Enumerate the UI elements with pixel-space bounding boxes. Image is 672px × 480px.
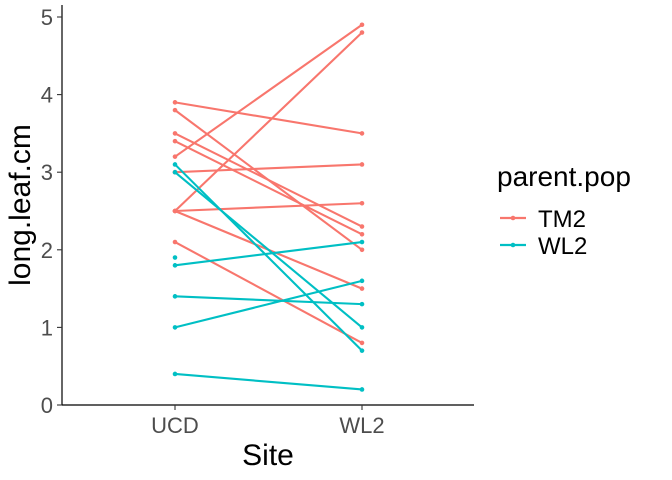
series-line-tm2 (174, 140, 363, 236)
series-line-wl2 (174, 279, 363, 329)
legend-label-tm2: TM2 (538, 206, 586, 233)
data-point-wl2 (359, 325, 365, 330)
x-axis-title: Site (242, 439, 294, 472)
data-point-wl2 (172, 162, 178, 167)
series-line-tm2 (174, 23, 363, 158)
x-tick-label: WL2 (339, 413, 384, 438)
series-line-tm2 (174, 241, 363, 344)
data-point-tm2 (172, 100, 178, 105)
legend-key-point-tm2 (510, 215, 516, 221)
data-point-wl2 (172, 294, 178, 299)
legend-title: parent.pop (497, 161, 631, 192)
data-point-wl2 (172, 371, 178, 377)
x-tick-label: UCD (151, 413, 199, 438)
legend-key-point-wl2 (510, 242, 516, 248)
data-point-tm2 (172, 131, 178, 136)
x-axis-ticks: UCD WL2 (151, 405, 385, 438)
data-point-tm2 (359, 340, 365, 346)
series-line-wl2 (174, 372, 363, 391)
data-point-tm2 (172, 138, 178, 144)
legend: parent.pop TM2 WL2 (497, 161, 631, 260)
data-point-wl2 (172, 325, 178, 330)
series-line-tm2 (174, 163, 363, 174)
series-line-wl2 (174, 171, 363, 329)
data-point-tm2 (359, 247, 365, 253)
y-tick-label: 3 (41, 160, 53, 185)
data-point-wl2 (359, 239, 365, 245)
data-point-tm2 (359, 30, 365, 35)
series-line-tm2 (174, 31, 363, 212)
chart-marks (172, 22, 365, 392)
y-axis-ticks: 0 1 2 3 4 5 (41, 5, 62, 418)
legend-label-wl2: WL2 (538, 233, 587, 260)
series-line-tm2 (174, 132, 363, 228)
data-point-wl2 (172, 169, 178, 175)
legend-entry-tm2: TM2 (500, 206, 586, 233)
y-axis-title: long.leaf.cm (4, 124, 37, 286)
y-tick-label: 5 (41, 5, 53, 30)
y-tick-label: 1 (41, 315, 53, 340)
series-line-wl2 (174, 163, 363, 352)
data-point-tm2 (359, 22, 365, 28)
data-point-tm2 (172, 107, 178, 113)
data-point-wl2 (359, 278, 365, 284)
series-line-tm2 (174, 202, 363, 213)
data-point-tm2 (359, 286, 365, 291)
series-line-tm2 (174, 101, 363, 135)
y-tick-label: 2 (41, 238, 53, 263)
data-point-tm2 (172, 208, 178, 214)
data-point-tm2 (172, 154, 178, 159)
legend-entry-wl2: WL2 (500, 233, 587, 260)
data-point-wl2 (359, 348, 365, 353)
data-point-wl2 (172, 263, 178, 268)
data-point-tm2 (359, 224, 365, 229)
data-point-tm2 (172, 239, 178, 245)
series-line-wl2 (174, 240, 363, 267)
data-point-tm2 (359, 200, 365, 206)
data-point-wl2 (359, 387, 365, 392)
data-point-tm2 (359, 131, 365, 136)
y-tick-label: 0 (41, 393, 53, 418)
data-point-wl2 (172, 255, 178, 260)
data-point-wl2 (359, 301, 365, 307)
y-tick-label: 4 (41, 83, 53, 108)
series-line-wl2 (174, 295, 363, 306)
data-point-tm2 (359, 162, 365, 167)
data-point-tm2 (359, 231, 365, 237)
